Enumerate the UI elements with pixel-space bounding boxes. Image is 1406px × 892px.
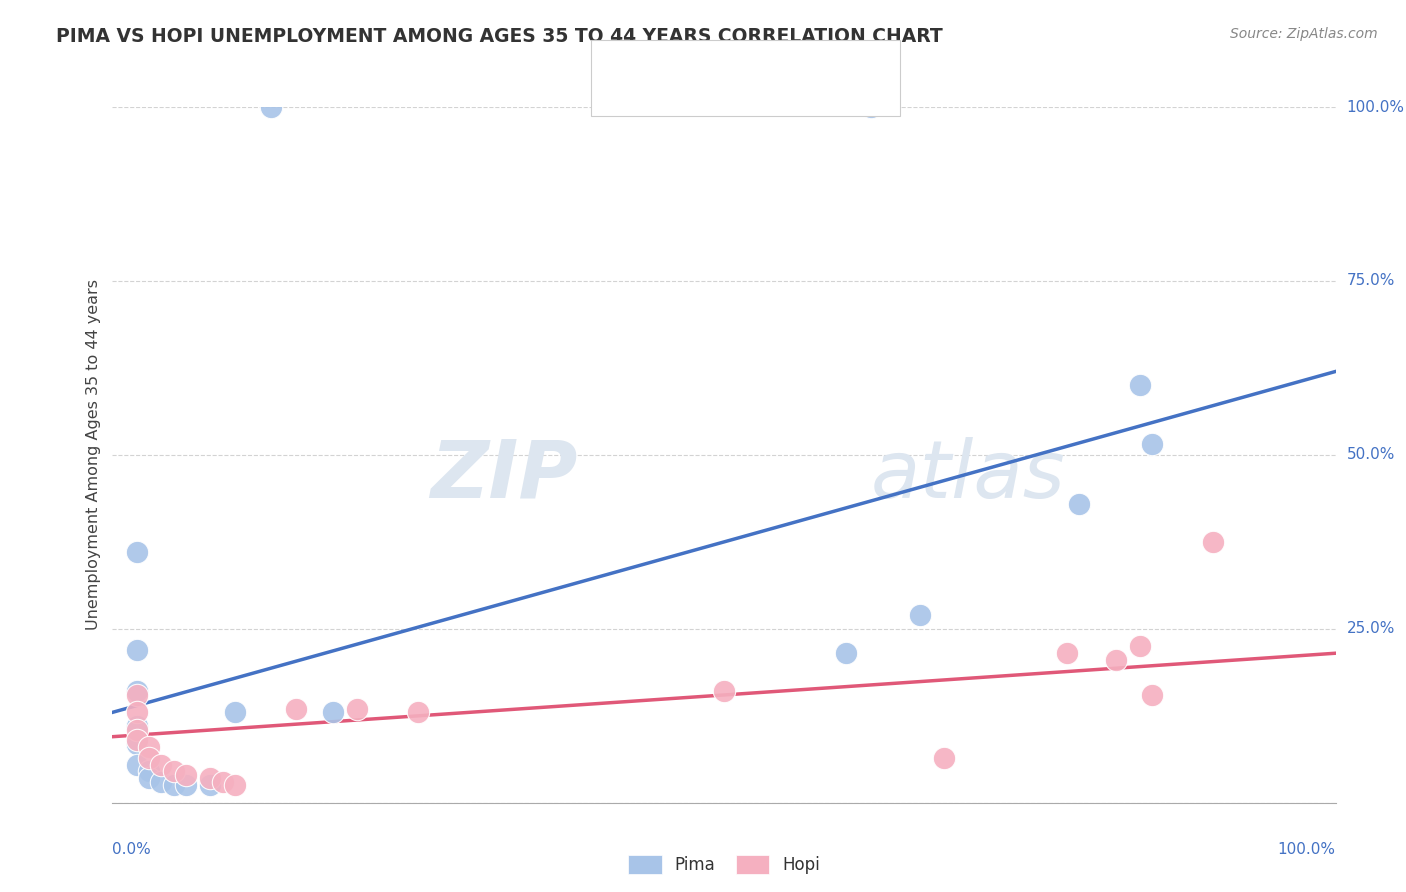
- Point: [138, 764, 160, 779]
- Point: [835, 646, 858, 660]
- Point: [260, 100, 283, 114]
- Point: [125, 706, 148, 720]
- Point: [125, 545, 148, 559]
- Point: [125, 688, 148, 702]
- Point: [1056, 646, 1078, 660]
- Point: [322, 706, 344, 720]
- Point: [908, 607, 931, 622]
- Text: 100.0%: 100.0%: [1347, 100, 1405, 114]
- Point: [224, 706, 246, 720]
- Point: [211, 775, 233, 789]
- Text: 50.0%: 50.0%: [1347, 448, 1395, 462]
- Point: [200, 778, 222, 792]
- Point: [138, 750, 160, 764]
- Point: [859, 100, 882, 114]
- Text: 0.0%: 0.0%: [112, 842, 152, 856]
- Point: [1129, 639, 1152, 653]
- Point: [174, 778, 197, 792]
- Point: [346, 702, 368, 716]
- Point: [125, 737, 148, 751]
- Text: R = 0.545   N = 21: R = 0.545 N = 21: [643, 52, 800, 70]
- Point: [1129, 378, 1152, 392]
- Point: [125, 719, 148, 733]
- Point: [200, 772, 222, 786]
- Text: 100.0%: 100.0%: [1278, 842, 1336, 856]
- Point: [125, 757, 148, 772]
- Point: [224, 778, 246, 792]
- Point: [163, 764, 186, 779]
- Point: [1104, 653, 1126, 667]
- Point: [284, 702, 308, 716]
- Point: [934, 750, 956, 764]
- Point: [713, 684, 735, 698]
- Point: [174, 768, 197, 782]
- Text: PIMA VS HOPI UNEMPLOYMENT AMONG AGES 35 TO 44 YEARS CORRELATION CHART: PIMA VS HOPI UNEMPLOYMENT AMONG AGES 35 …: [56, 27, 943, 45]
- Point: [125, 684, 148, 698]
- Legend: Pima, Hopi: Pima, Hopi: [628, 855, 820, 874]
- Text: R = 0.413   N = 22: R = 0.413 N = 22: [643, 84, 800, 102]
- Text: atlas: atlas: [870, 437, 1066, 515]
- Point: [150, 775, 173, 789]
- Point: [138, 772, 160, 786]
- Point: [1142, 437, 1164, 451]
- Point: [163, 778, 186, 792]
- Point: [125, 723, 148, 737]
- Text: 25.0%: 25.0%: [1347, 622, 1395, 636]
- Text: ZIP: ZIP: [430, 437, 578, 515]
- Point: [1142, 688, 1164, 702]
- Point: [1202, 535, 1225, 549]
- Text: 75.0%: 75.0%: [1347, 274, 1395, 288]
- Point: [1067, 497, 1090, 511]
- Y-axis label: Unemployment Among Ages 35 to 44 years: Unemployment Among Ages 35 to 44 years: [86, 279, 101, 631]
- Point: [138, 740, 160, 755]
- Point: [125, 642, 148, 657]
- Point: [150, 757, 173, 772]
- Text: Source: ZipAtlas.com: Source: ZipAtlas.com: [1230, 27, 1378, 41]
- Point: [125, 733, 148, 747]
- Point: [408, 706, 430, 720]
